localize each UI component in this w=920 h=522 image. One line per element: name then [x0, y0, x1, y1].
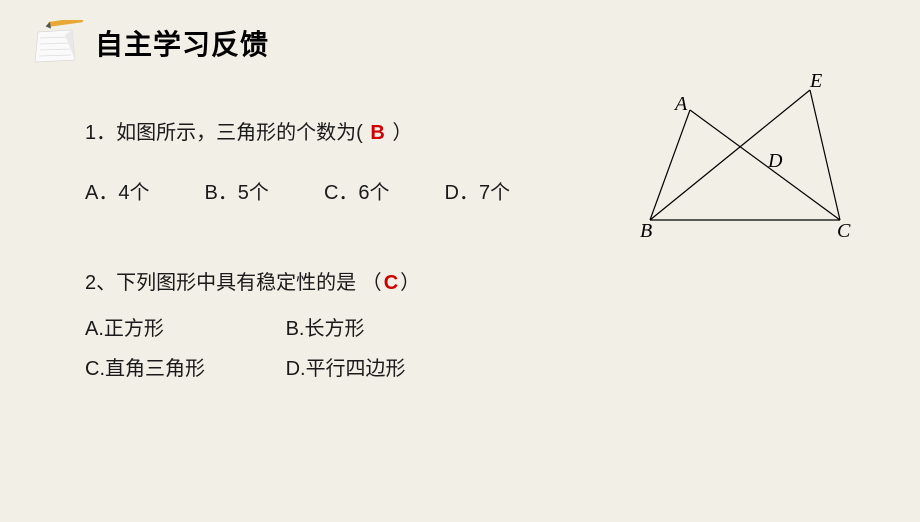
q1-opt-d-text: ．7个 — [459, 182, 510, 204]
triangle-diagram: A E D B C — [635, 85, 865, 235]
vertex-label-d: D — [768, 150, 782, 173]
notebook-pencil-icon — [30, 20, 90, 65]
q2-opt-b: B.长方形 — [286, 309, 481, 349]
vertex-label-e: E — [810, 70, 822, 93]
q1-opt-a-letter: A — [85, 182, 98, 204]
q1-prefix: 1．如图所示，三角形的个数为( — [85, 115, 363, 151]
section-title: 自主学习反馈 — [95, 23, 269, 63]
q2-opt-d: D.平行四边形 — [286, 349, 481, 389]
header: 自主学习反馈 — [0, 0, 920, 65]
vertex-label-b: B — [640, 220, 652, 243]
q1-opt-a-text: ．4个 — [98, 182, 149, 204]
q2-stem: 2、下列图形中具有稳定性的是 （C） — [85, 265, 850, 301]
q1-opt-c-text: ．6个 — [338, 182, 389, 204]
q2-prefix: 2、下列图形中具有稳定性的是 （ — [85, 272, 382, 294]
q1-opt-d-letter: D — [445, 182, 459, 204]
vertex-label-a: A — [675, 93, 687, 116]
q2-options: A.正方形 B.长方形 C.直角三角形 D.平行四边形 — [85, 309, 850, 389]
q1-opt-b-text: ．5个 — [218, 182, 269, 204]
q1-suffix: ） — [392, 115, 412, 151]
q2-answer: C — [384, 272, 398, 294]
question-2: 2、下列图形中具有稳定性的是 （C） A.正方形 B.长方形 C.直角三角形 D… — [85, 265, 850, 389]
q2-suffix: ） — [400, 272, 420, 294]
q2-opt-c: C.直角三角形 — [85, 349, 280, 389]
q2-opt-a: A.正方形 — [85, 309, 280, 349]
q1-opt-c-letter: C — [324, 182, 338, 204]
q1-opt-b-letter: B — [204, 182, 217, 204]
q1-answer: B — [370, 115, 384, 151]
vertex-label-c: C — [837, 220, 850, 243]
